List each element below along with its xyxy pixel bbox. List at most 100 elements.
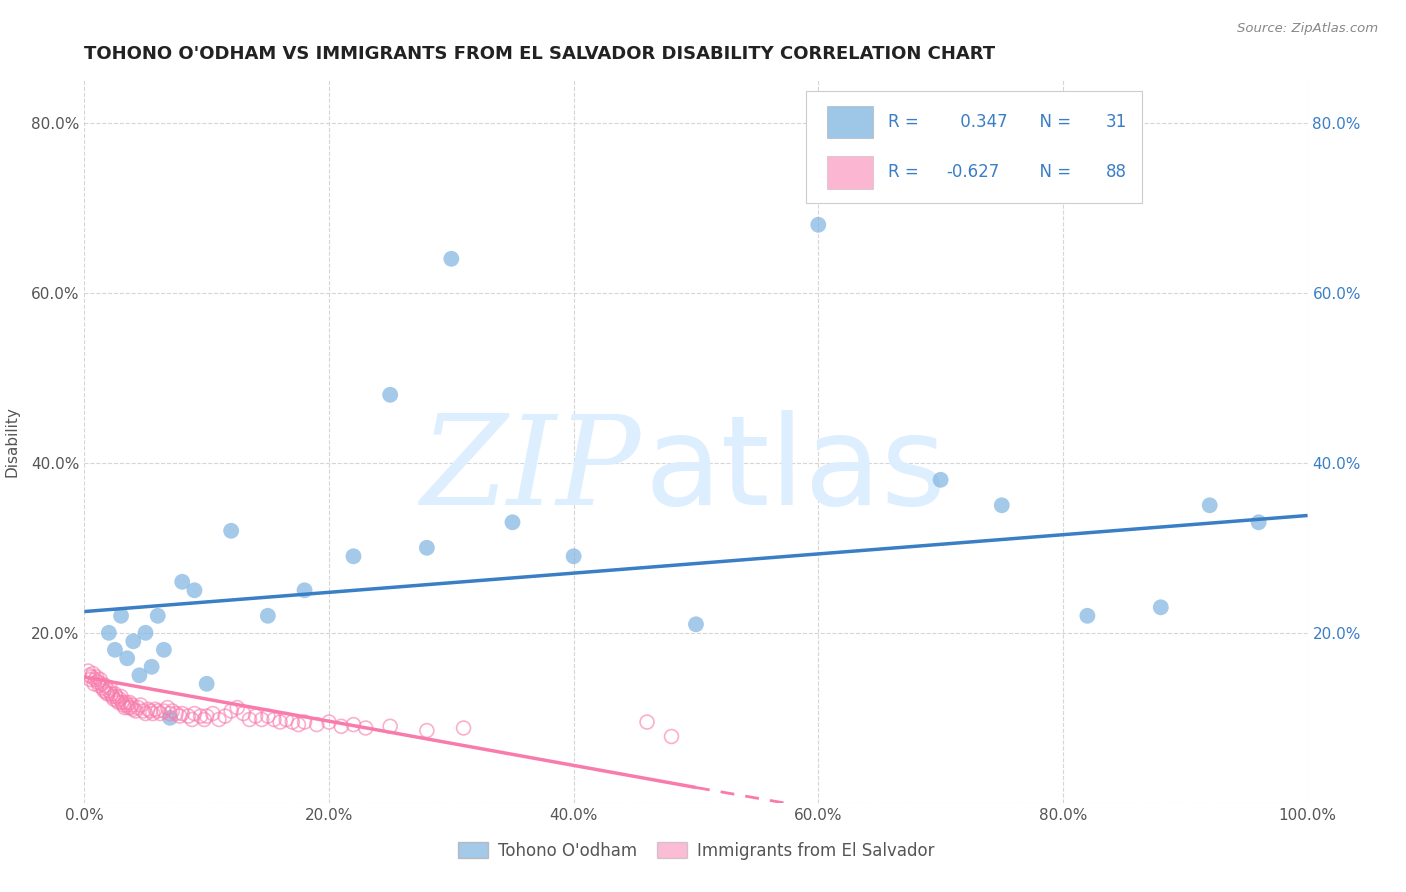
Point (115, 651, 138, 665)
Point (208, 713, 231, 727)
Point (172, 574, 194, 589)
Point (330, 719, 353, 733)
Point (162, 704, 184, 718)
Point (120, 700, 142, 714)
Point (135, 625, 157, 640)
Point (453, 721, 475, 735)
Point (502, 516, 524, 530)
Y-axis label: Disability: Disability (4, 406, 20, 477)
Point (318, 714, 340, 729)
Point (219, 704, 242, 718)
Point (97, 625, 120, 640)
Point (112, 698, 135, 712)
Point (991, 498, 1014, 512)
Point (226, 700, 249, 714)
Point (169, 709, 191, 723)
Point (136, 702, 159, 716)
Point (183, 583, 205, 598)
Point (104, 687, 127, 701)
Point (1247, 516, 1270, 530)
Point (96, 685, 118, 699)
Point (146, 704, 169, 718)
Point (153, 704, 176, 718)
Point (129, 698, 152, 712)
Point (159, 706, 181, 721)
FancyBboxPatch shape (827, 105, 873, 138)
Point (1076, 608, 1098, 623)
Text: TOHONO O'ODHAM VS IMMIGRANTS FROM EL SALVADOR DISABILITY CORRELATION CHART: TOHONO O'ODHAM VS IMMIGRANTS FROM EL SAL… (84, 45, 995, 63)
Point (172, 706, 194, 721)
Point (132, 704, 155, 718)
Point (139, 704, 162, 718)
Text: -0.627: -0.627 (946, 163, 1000, 181)
Point (269, 714, 291, 729)
Point (97, 683, 120, 698)
Point (380, 388, 402, 402)
Point (79, 673, 101, 687)
Point (94, 678, 117, 692)
Point (135, 706, 157, 721)
Point (380, 719, 402, 733)
Point (87, 678, 110, 692)
Point (83, 677, 105, 691)
Point (807, 218, 830, 232)
Point (104, 642, 127, 657)
Point (219, 524, 242, 538)
Point (90, 677, 112, 691)
Point (165, 706, 187, 721)
Text: 0.347: 0.347 (955, 112, 1008, 131)
Point (114, 700, 136, 714)
Point (115, 698, 138, 712)
Point (128, 668, 150, 682)
Text: N =: N = (1029, 163, 1076, 181)
Point (661, 730, 683, 744)
Point (263, 713, 285, 727)
Point (294, 583, 316, 598)
Point (929, 473, 952, 487)
Point (354, 721, 377, 735)
FancyBboxPatch shape (806, 91, 1143, 203)
Point (190, 709, 212, 723)
Point (342, 549, 364, 564)
Point (107, 696, 129, 710)
Text: 31: 31 (1105, 112, 1128, 131)
Point (250, 713, 273, 727)
Text: N =: N = (1029, 112, 1076, 131)
Point (287, 717, 309, 731)
Point (111, 696, 134, 710)
Point (82, 666, 104, 681)
Point (214, 709, 236, 723)
Point (636, 714, 658, 729)
Point (77, 668, 100, 682)
FancyBboxPatch shape (827, 156, 873, 189)
Text: ZIP: ZIP (420, 409, 641, 532)
Point (121, 698, 143, 712)
Point (91, 681, 114, 695)
Point (105, 694, 128, 708)
Point (101, 690, 124, 704)
Point (232, 706, 254, 721)
Point (103, 692, 125, 706)
Point (156, 700, 179, 714)
Point (93, 683, 115, 698)
Legend: Tohono O'odham, Immigrants from El Salvador: Tohono O'odham, Immigrants from El Salva… (451, 836, 941, 867)
Point (108, 692, 131, 706)
Point (146, 608, 169, 623)
Point (125, 704, 148, 718)
Point (141, 660, 163, 674)
Point (105, 690, 128, 704)
Point (97, 687, 120, 701)
Point (159, 711, 181, 725)
Point (117, 700, 139, 714)
Point (416, 723, 439, 738)
Point (100, 687, 122, 701)
Text: R =: R = (889, 112, 924, 131)
Point (440, 252, 463, 266)
Text: Source: ZipAtlas.com: Source: ZipAtlas.com (1237, 22, 1378, 36)
Point (1150, 600, 1173, 615)
Point (110, 690, 132, 704)
Point (416, 541, 439, 555)
Text: 88: 88 (1105, 163, 1126, 181)
Point (294, 714, 316, 729)
Point (127, 700, 149, 714)
